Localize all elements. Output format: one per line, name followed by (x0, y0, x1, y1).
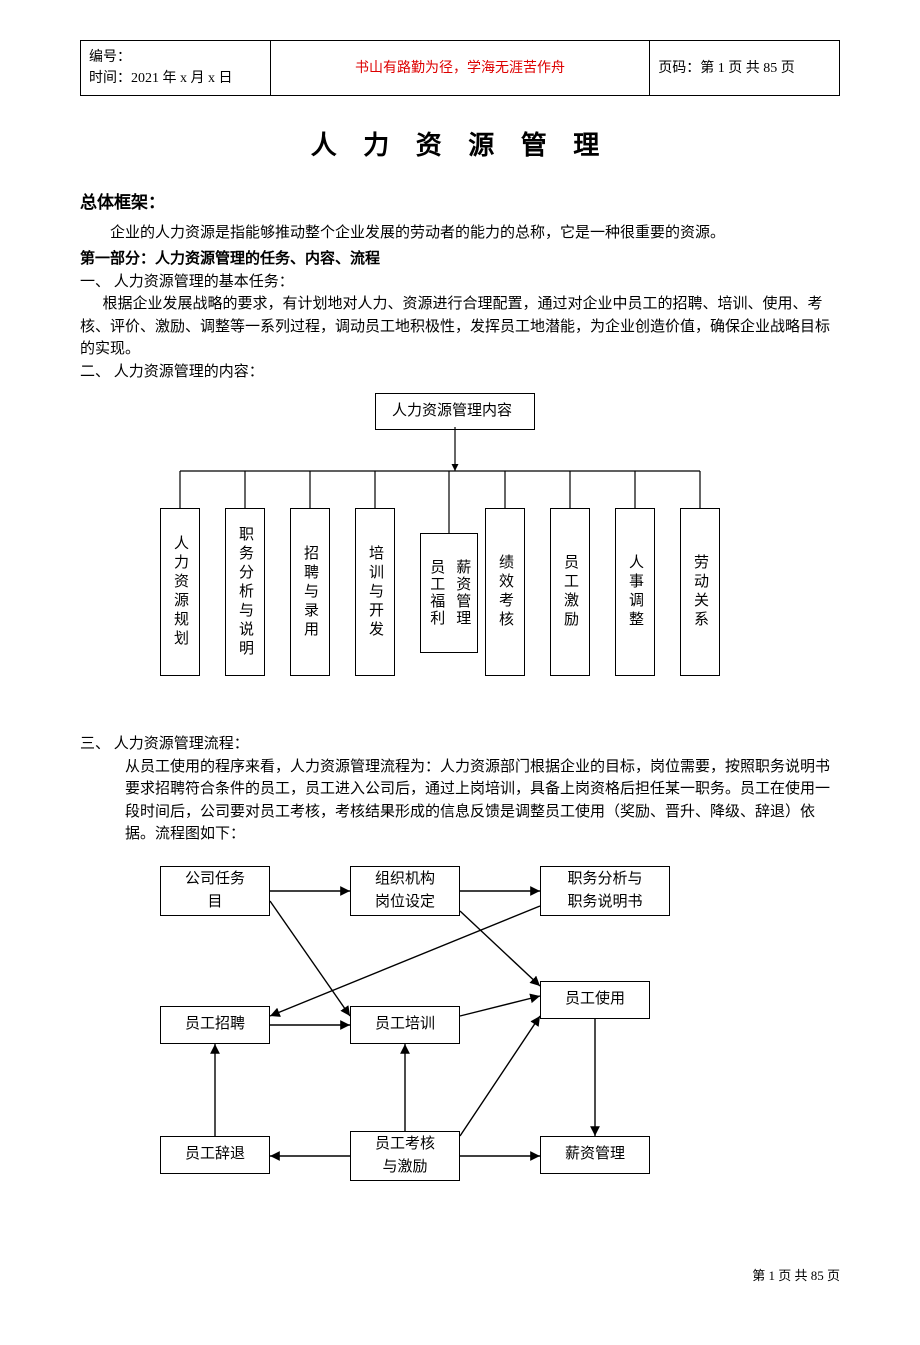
part1-heading: 第一部分：人力资源管理的任务、内容、流程 (80, 248, 840, 271)
header-left-cell: 编号： 时间：2021 年 x 月 x 日 (81, 41, 271, 96)
flow-box-g: 员工辞退 (160, 1136, 270, 1174)
flow-box-a: 公司任务 目 (160, 866, 270, 916)
flow-box-h: 员工考核 与激励 (350, 1131, 460, 1181)
sec1-para: 根据企业发展战略的要求，有计划地对人力、资源进行合理配置，通过对企业中员工的招聘… (80, 293, 840, 361)
tree-leaf-node: 人力资源规划 (160, 508, 200, 676)
sec3-para: 从员工使用的程序来看，人力资源管理流程为：人力资源部门根据企业的目标，岗位需要，… (125, 756, 840, 846)
page-title: 人 力 资 源 管 理 (80, 126, 840, 165)
doc-time: 时间：2021 年 x 月 x 日 (89, 68, 262, 89)
page-header-table: 编号： 时间：2021 年 x 月 x 日 书山有路勤为径，学海无涯苦作舟 页码… (80, 40, 840, 96)
flow-box-b: 组织机构 岗位设定 (350, 866, 460, 916)
tree-mid-node: 员工福利薪资管理 (420, 533, 478, 653)
tree-leaf-node: 员工激励 (550, 508, 590, 676)
sec3-heading: 三、 人力资源管理流程： (80, 733, 840, 756)
header-motto: 书山有路勤为径，学海无涯苦作舟 (270, 41, 650, 96)
framework-para: 企业的人力资源是指能够推动整个企业发展的劳动者的能力的总称，它是一种很重要的资源… (80, 222, 840, 245)
tree-leaf-node: 招聘与录用 (290, 508, 330, 676)
flow-box-i: 薪资管理 (540, 1136, 650, 1174)
hr-process-flowchart: 公司任务 目 组织机构 岗位设定 职务分析与 职务说明书员工招聘 员工培训 员工使用员工… (140, 856, 740, 1216)
sec1-heading: 一、 人力资源管理的基本任务： (80, 271, 840, 294)
tree-leaf-node: 绩效考核 (485, 508, 525, 676)
sec2-heading: 二、 人力资源管理的内容： (80, 361, 840, 384)
tree-leaf-node: 人事调整 (615, 508, 655, 676)
flow-box-e: 员工培训 (350, 1006, 460, 1044)
tree-leaf-node: 劳动关系 (680, 508, 720, 676)
tree-root-node: 人力资源管理内容 (375, 393, 535, 430)
framework-heading: 总体框架： (80, 190, 840, 216)
header-page: 页码：第 1 页 共 85 页 (650, 41, 840, 96)
tree-leaf-node: 培训与开发 (355, 508, 395, 676)
flow-box-d: 员工招聘 (160, 1006, 270, 1044)
doc-id: 编号： (89, 47, 262, 68)
hr-content-tree: 人力资源管理内容人力资源规划职务分析与说明招聘与录用培训与开发 绩效考核员工激励人… (150, 393, 770, 703)
flow-box-f: 员工使用 (540, 981, 650, 1019)
page-footer: 第 1 页 共 85 页 (80, 1266, 840, 1286)
tree-leaf-node: 职务分析与说明 (225, 508, 265, 676)
flow-box-c: 职务分析与 职务说明书 (540, 866, 670, 916)
